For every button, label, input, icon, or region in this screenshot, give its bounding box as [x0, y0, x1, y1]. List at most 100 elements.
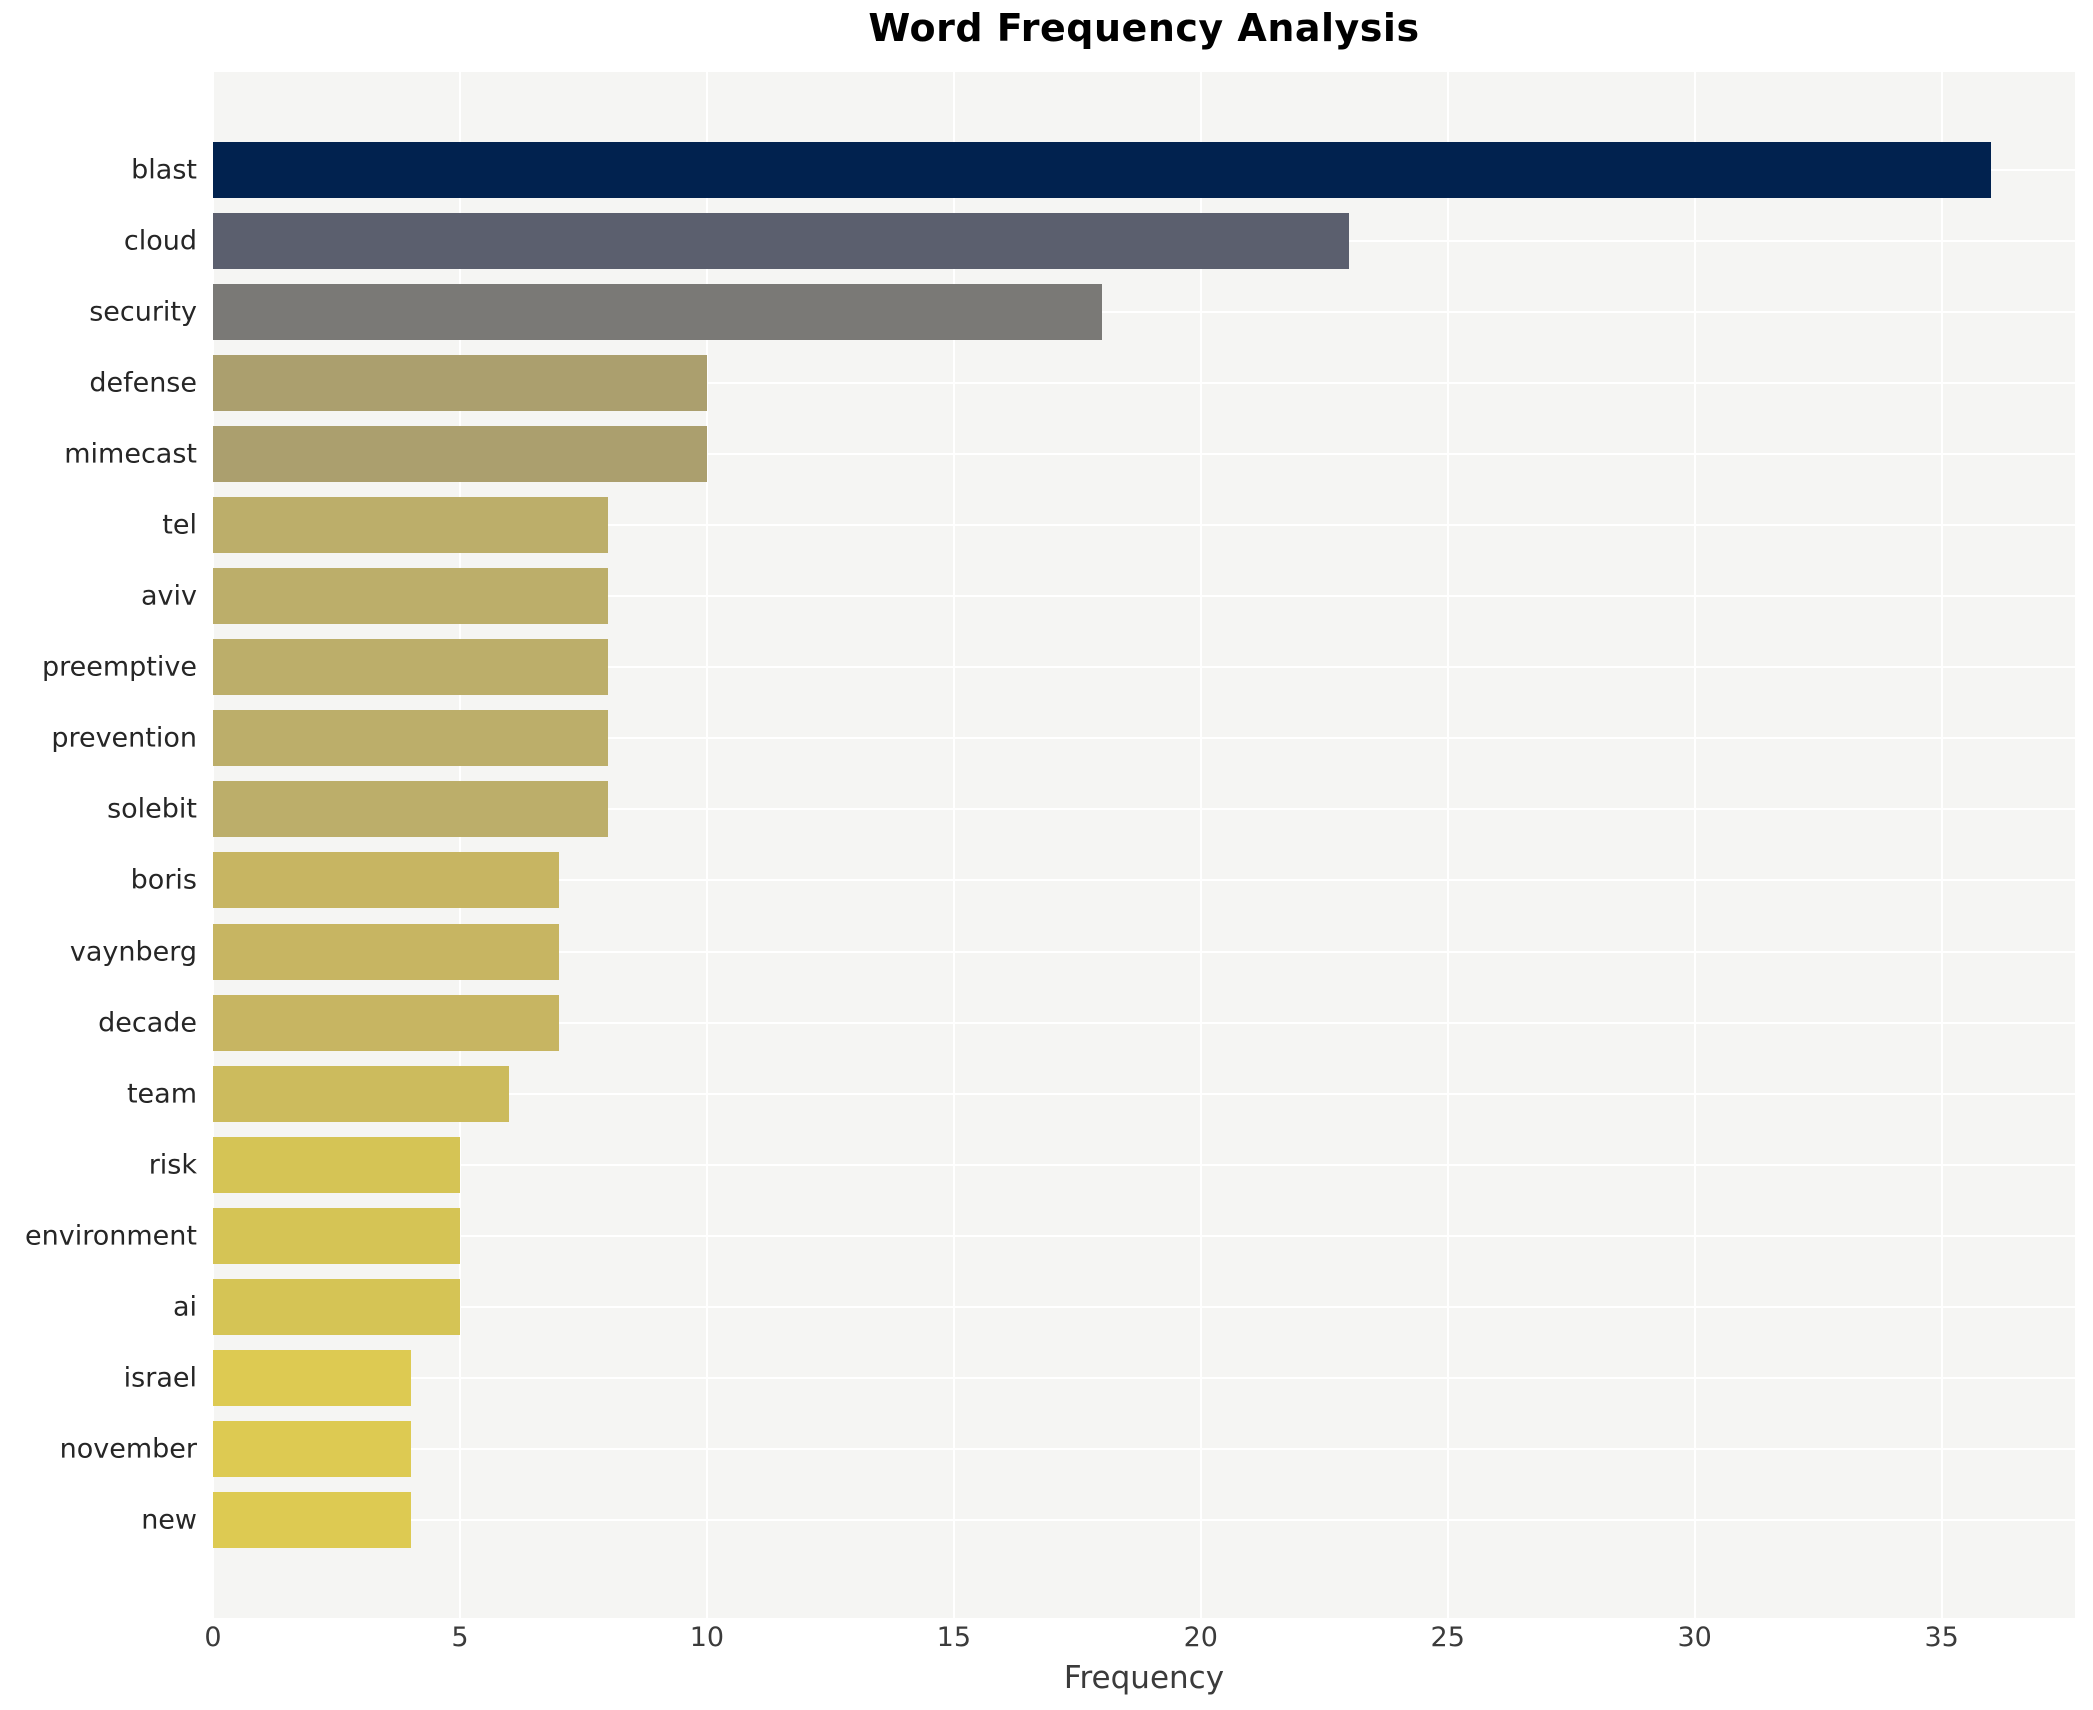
horizontal-gridline [213, 879, 2075, 882]
bar-row-israel: israel [124, 1349, 2075, 1406]
gridline-x-25 [1446, 72, 1449, 1618]
horizontal-gridline [213, 382, 2075, 385]
x-tick-25: 25 [1430, 1622, 1465, 1653]
frequency-bar-team [213, 1065, 510, 1122]
bar-row-preemptive: preemptive [42, 639, 2075, 696]
bar-row-aviv: aviv [141, 568, 2075, 625]
bar-row-team: team [127, 1065, 2075, 1122]
category-label: ai [172, 1291, 197, 1323]
category-label: blast [131, 154, 197, 186]
category-label: november [59, 1433, 197, 1465]
bar-rows: blast cloud security defense mimecast te… [25, 72, 2075, 1618]
horizontal-gridline [213, 1234, 2075, 1237]
bar-row-vaynberg: vaynberg [70, 923, 2075, 980]
category-label: solebit [107, 793, 197, 825]
category-label: preemptive [42, 651, 197, 683]
category-label: security [89, 296, 197, 328]
horizontal-gridline [213, 1447, 2075, 1450]
bar-row-solebit: solebit [107, 781, 2075, 838]
category-label: decade [98, 1007, 197, 1039]
bar-row-new: new [141, 1491, 2075, 1548]
frequency-bar-preemptive [213, 639, 609, 696]
gridline-x-35 [1940, 72, 1943, 1618]
category-label: defense [89, 367, 197, 399]
frequency-bar-boris [213, 852, 559, 909]
bar-row-decade: decade [98, 994, 2075, 1051]
category-label: mimecast [64, 438, 197, 470]
horizontal-gridline [213, 1305, 2075, 1308]
frequency-bar-mimecast [213, 426, 707, 483]
gridline-x-10 [705, 72, 708, 1618]
horizontal-gridline [213, 1021, 2075, 1024]
bar-row-defense: defense [89, 355, 2075, 412]
frequency-bar-solebit [213, 781, 609, 838]
category-label: israel [123, 1362, 197, 1394]
frequency-bar-november [213, 1420, 411, 1477]
horizontal-gridline [213, 737, 2075, 740]
category-label: new [141, 1504, 197, 1536]
bar-row-ai: ai [173, 1278, 2075, 1335]
frequency-bar-environment [213, 1207, 460, 1264]
frequency-bar-blast [213, 142, 1992, 198]
frequency-bar-defense [213, 355, 707, 412]
x-axis-ticks: 0 5 10 15 20 25 30 35 [204, 1622, 2075, 1656]
category-label: risk [148, 1149, 197, 1181]
horizontal-gridline [213, 595, 2075, 598]
x-tick-30: 30 [1677, 1622, 1712, 1653]
frequency-bar-decade [213, 994, 559, 1051]
plot-area: blast cloud security defense mimecast te… [25, 72, 2075, 1618]
gridline-x-30 [1693, 72, 1696, 1618]
x-tick-20: 20 [1183, 1622, 1218, 1653]
gridline-x-0 [212, 72, 214, 1618]
x-tick-5: 5 [451, 1622, 469, 1653]
horizontal-gridline [213, 950, 2075, 953]
bar-row-environment: environment [25, 1207, 2075, 1264]
bar-row-blast: blast [131, 142, 2075, 198]
category-label: environment [25, 1220, 197, 1252]
x-axis-label: Frequency [1063, 1660, 1225, 1696]
horizontal-gridline [213, 1092, 2075, 1095]
horizontal-gridline [213, 1376, 2075, 1379]
category-label: cloud [123, 225, 197, 257]
bar-row-boris: boris [131, 852, 2075, 909]
bar-row-november: november [60, 1420, 2075, 1477]
bar-row-tel: tel [162, 497, 2075, 554]
horizontal-gridline [213, 1163, 2075, 1166]
x-tick-15: 15 [936, 1622, 972, 1653]
bar-row-security: security [89, 284, 2075, 341]
frequency-bar-ai [213, 1278, 460, 1335]
frequency-bar-risk [213, 1136, 460, 1193]
frequency-bar-prevention [213, 710, 609, 767]
x-tick-10: 10 [689, 1622, 725, 1653]
bar-row-mimecast: mimecast [64, 426, 2075, 483]
category-label: team [126, 1078, 197, 1110]
gridline-x-15 [952, 72, 955, 1618]
category-label: tel [162, 509, 197, 541]
frequency-bar-israel [213, 1349, 411, 1406]
bar-row-prevention: prevention [51, 710, 2075, 767]
frequency-bar-vaynberg [213, 923, 559, 980]
frequency-bar-new [213, 1491, 411, 1548]
frequency-bar-tel [213, 497, 609, 554]
x-tick-35: 35 [1924, 1622, 1959, 1653]
category-label: boris [130, 864, 197, 896]
chart-title: Word Frequency Analysis [868, 6, 1420, 50]
horizontal-gridline [213, 666, 2075, 669]
vertical-gridlines [212, 72, 2075, 1618]
gridline-x-5 [458, 72, 461, 1618]
horizontal-gridline [213, 453, 2075, 456]
bar-row-cloud: cloud [124, 213, 2075, 270]
bar-row-risk: risk [149, 1136, 2075, 1193]
frequency-bar-aviv [213, 568, 609, 625]
frequency-bar-cloud [213, 213, 1349, 270]
category-label: vaynberg [69, 936, 197, 968]
category-label: aviv [140, 580, 197, 612]
category-label: prevention [51, 722, 197, 754]
gridline-x-20 [1199, 72, 1202, 1618]
horizontal-gridline [213, 311, 2075, 314]
frequency-bar-security [213, 284, 1103, 341]
horizontal-gridline [213, 524, 2075, 527]
x-tick-0: 0 [204, 1622, 222, 1653]
horizontal-gridline [213, 1518, 2075, 1521]
